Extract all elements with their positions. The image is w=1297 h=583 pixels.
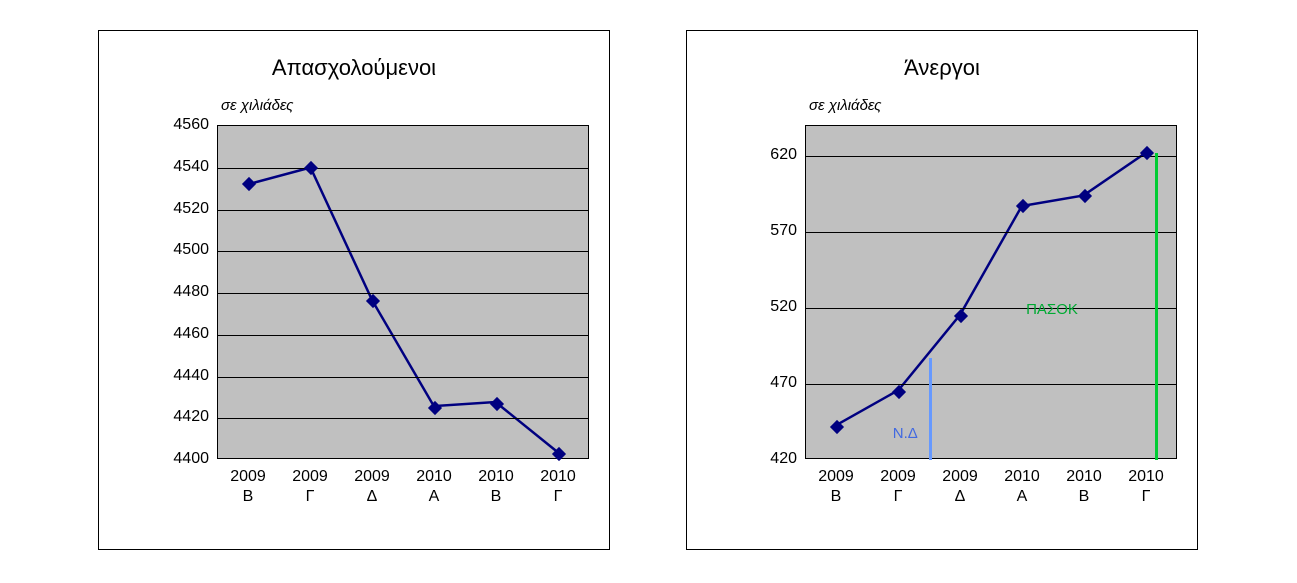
y-tick-label: 4400 — [163, 450, 209, 468]
reference-vline — [1155, 153, 1158, 460]
gridline — [218, 418, 588, 419]
employed-chart-panel: Απασχολούμενοι σε χιλιάδες 4400 4420 4440 4… — [98, 30, 610, 550]
unemployed-chart-panel: Άνεργοι σε χιλιάδες Ν.Δ ΠΑΣΟΚ 420 470 520 57… — [686, 30, 1198, 550]
chart-annotation: Ν.Δ — [893, 425, 918, 442]
gridline — [218, 335, 588, 336]
chart2-subtitle: σε χιλιάδες — [809, 97, 881, 114]
chart1-subtitle: σε χιλιάδες — [221, 97, 293, 114]
x-tick-label: 2010 Γ — [1115, 467, 1177, 507]
y-tick-label: 4420 — [163, 408, 209, 426]
x-tick-label: 2010 Γ — [527, 467, 589, 507]
chart2-title: Άνεργοι — [687, 55, 1197, 81]
x-tick-label: 2009 Δ — [341, 467, 403, 507]
y-tick-label: 4520 — [163, 200, 209, 218]
y-tick-label: 4440 — [163, 367, 209, 385]
chart1-plot-area — [217, 125, 589, 459]
y-tick-label: 520 — [757, 298, 797, 316]
chart1-title: Απασχολούμενοι — [99, 55, 609, 81]
chart2-line-svg — [806, 126, 1176, 458]
x-tick-label: 2009 Δ — [929, 467, 991, 507]
x-tick-label: 2009 B — [217, 467, 279, 507]
y-tick-label: 4560 — [163, 116, 209, 134]
gridline — [806, 384, 1176, 385]
chart1-line-svg — [218, 126, 588, 458]
reference-vline — [929, 358, 932, 460]
gridline — [806, 232, 1176, 233]
gridline — [218, 377, 588, 378]
chart2-plot-area: Ν.Δ ΠΑΣΟΚ — [805, 125, 1177, 459]
x-tick-label: 2010 A — [991, 467, 1053, 507]
gridline — [218, 251, 588, 252]
chart-annotation: ΠΑΣΟΚ — [1026, 301, 1078, 318]
gridline — [806, 156, 1176, 157]
y-tick-label: 4540 — [163, 158, 209, 176]
gridline — [218, 293, 588, 294]
x-tick-label: 2010 B — [465, 467, 527, 507]
gridline — [218, 210, 588, 211]
x-tick-label: 2010 A — [403, 467, 465, 507]
x-tick-label: 2010 B — [1053, 467, 1115, 507]
y-tick-label: 4460 — [163, 325, 209, 343]
y-tick-label: 620 — [757, 146, 797, 164]
y-tick-label: 4500 — [163, 241, 209, 259]
y-tick-label: 470 — [757, 374, 797, 392]
gridline — [218, 168, 588, 169]
y-tick-label: 420 — [757, 450, 797, 468]
x-tick-label: 2009 Γ — [867, 467, 929, 507]
gridline — [806, 308, 1176, 309]
y-tick-label: 570 — [757, 222, 797, 240]
y-tick-label: 4480 — [163, 283, 209, 301]
x-tick-label: 2009 B — [805, 467, 867, 507]
x-tick-label: 2009 Γ — [279, 467, 341, 507]
